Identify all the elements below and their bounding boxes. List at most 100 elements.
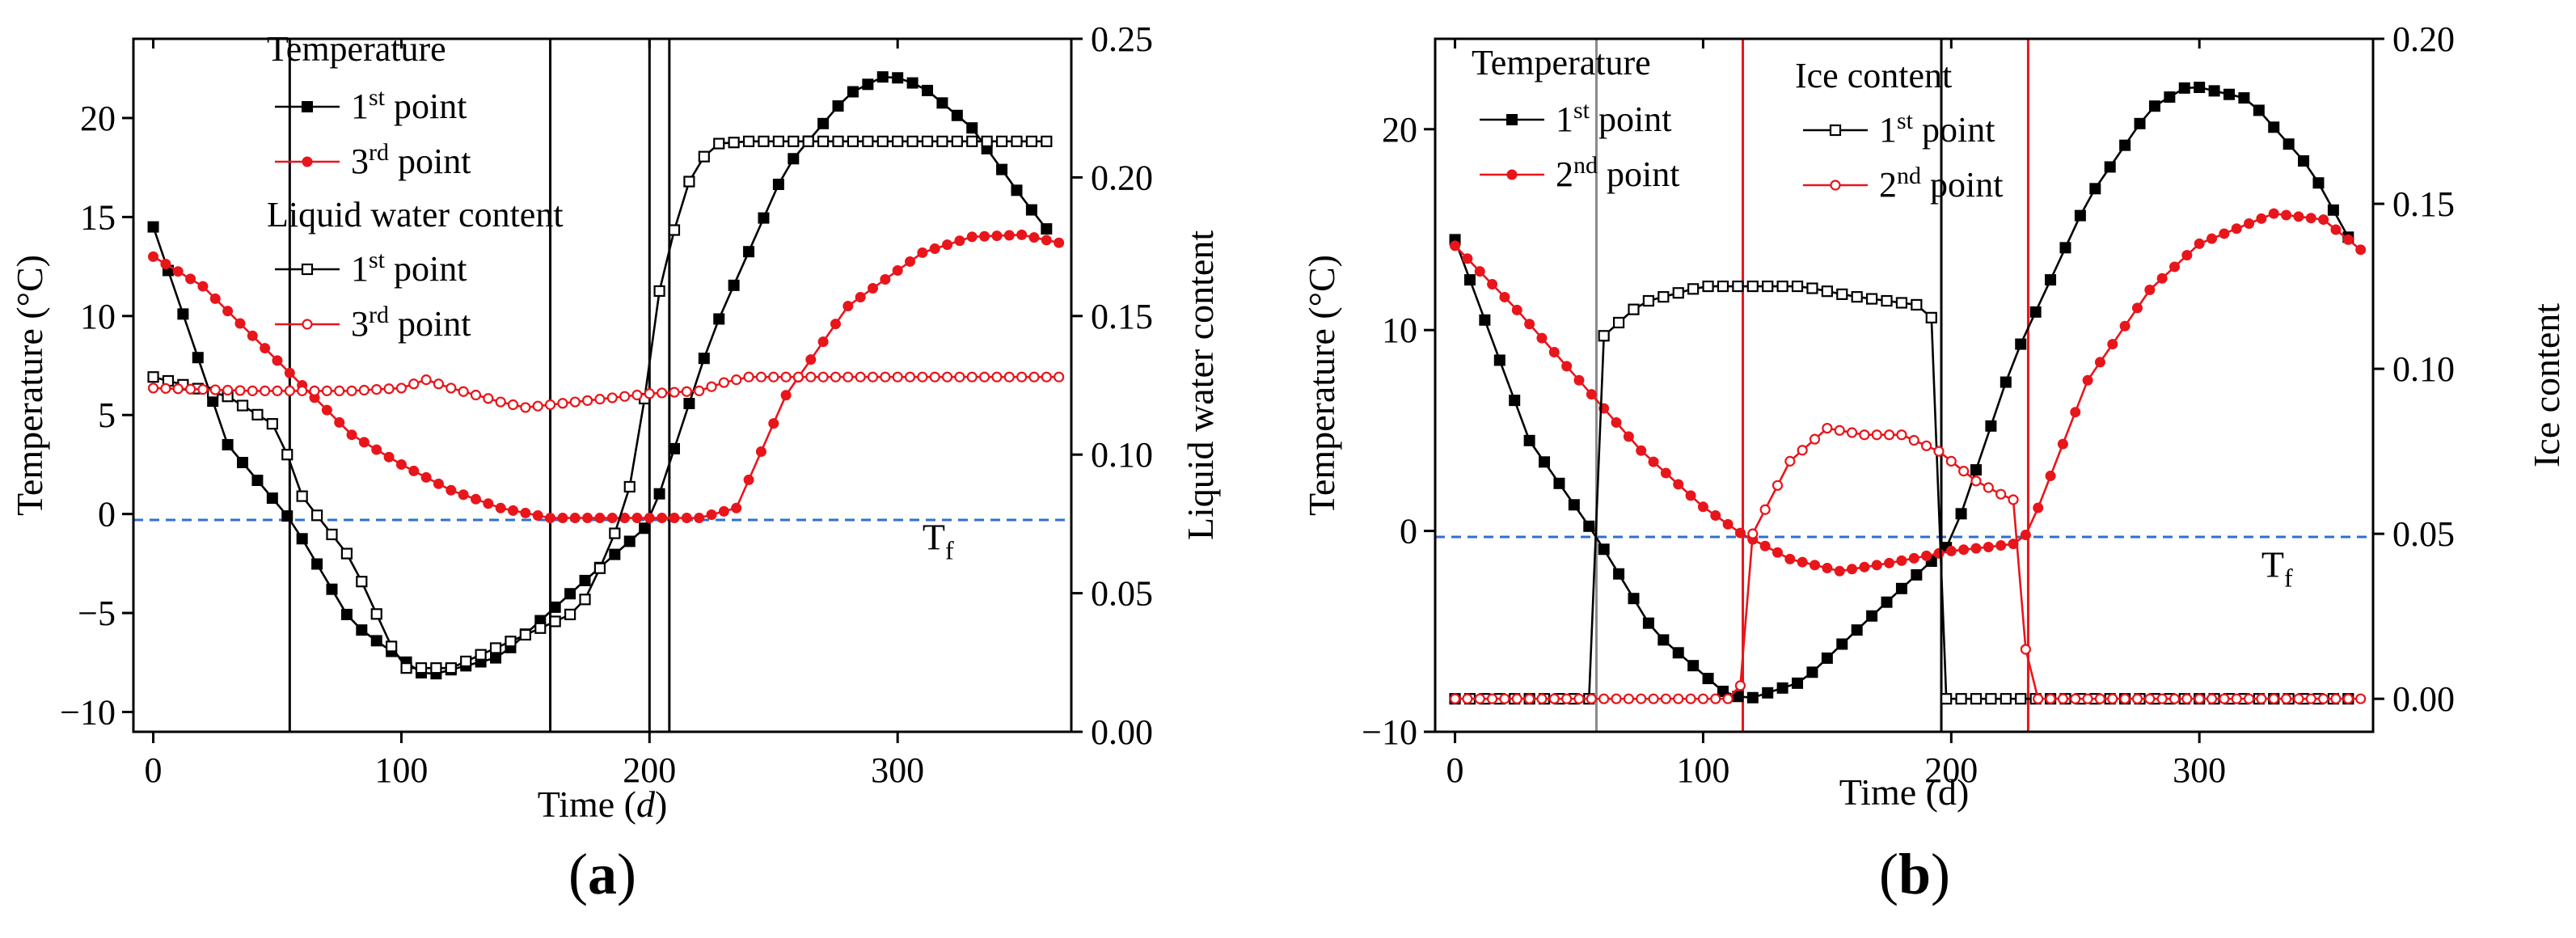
data-point [383, 451, 395, 463]
data-point [433, 378, 445, 390]
data-point [1462, 253, 1473, 264]
data-point [657, 513, 668, 524]
x-tick-label: 300 [871, 750, 924, 790]
data-point [1536, 693, 1548, 704]
y-tick-label: 10 [1382, 311, 1417, 350]
data-point [172, 383, 184, 395]
data-point [904, 371, 916, 382]
x-tick-label: 200 [623, 750, 676, 790]
data-point [905, 256, 916, 267]
data-point [1697, 501, 1708, 513]
data-point [2156, 693, 2168, 704]
data-point [2033, 693, 2044, 704]
data-point [644, 388, 655, 399]
data-point [311, 558, 323, 570]
y2-tick-label: 0.20 [1091, 158, 1153, 197]
data-point [1054, 371, 1065, 382]
data-point [460, 655, 472, 668]
data-point [683, 175, 695, 188]
data-point [1940, 693, 1953, 705]
data-point [177, 308, 189, 320]
data-point [892, 72, 904, 84]
data-point [855, 292, 866, 303]
data-point [1586, 389, 1597, 400]
data-point [1450, 240, 1461, 251]
x-axis-label-text: Time (d) [1839, 771, 1970, 813]
data-point [2094, 357, 2105, 368]
data-point [880, 371, 891, 382]
data-point [520, 507, 531, 518]
data-point [718, 377, 729, 388]
data-point [743, 474, 754, 485]
data-point [1995, 540, 2007, 551]
data-point [1583, 520, 1595, 532]
legend-marker [1830, 180, 1841, 191]
data-point [383, 383, 395, 395]
data-point [2119, 320, 2130, 332]
data-point [296, 533, 308, 545]
data-point [2045, 471, 2056, 482]
data-point [160, 382, 171, 394]
data-point [236, 399, 249, 412]
data-point [731, 374, 742, 386]
plot-frame [1434, 37, 2375, 733]
data-point [1524, 319, 1535, 330]
data-point [2194, 82, 2206, 94]
data-point [408, 378, 420, 390]
data-point [1548, 347, 1560, 358]
data-point [433, 478, 444, 489]
y-axis-label: Temperature (°C) [9, 255, 50, 516]
data-point [2020, 530, 2031, 541]
data-point [1623, 431, 1634, 442]
data-point [2059, 242, 2071, 254]
data-point [2219, 693, 2230, 704]
data-point [532, 400, 543, 412]
data-point [475, 649, 487, 661]
data-point [1524, 693, 1535, 704]
data-point [2089, 183, 2101, 195]
data-point [1536, 332, 1548, 344]
data-point [2107, 339, 2118, 350]
data-point [780, 371, 792, 382]
data-point [445, 662, 457, 674]
data-point [631, 389, 643, 401]
data-point [1463, 274, 1476, 286]
legend-entry-label: 1st point [351, 84, 467, 126]
data-point [1810, 560, 1821, 571]
data-point [207, 395, 219, 408]
data-point [1759, 504, 1771, 515]
data-point [2119, 693, 2130, 704]
data-point [2000, 693, 2012, 705]
data-point [251, 475, 264, 487]
data-point [483, 498, 494, 509]
x-axis-label: Time (d) [538, 784, 668, 825]
legend-marker [302, 101, 313, 112]
legend-entry-label: 1st point [1879, 108, 1995, 150]
data-point [395, 458, 407, 470]
panel-label-open: ( [1879, 842, 1898, 906]
data-point [1732, 691, 1744, 703]
data-point [1747, 528, 1759, 539]
data-point [1746, 691, 1759, 704]
data-point [2074, 209, 2086, 222]
data-point [1881, 596, 1893, 608]
data-point [532, 509, 543, 521]
data-point [1449, 693, 1461, 704]
data-point [2000, 376, 2012, 388]
data-point [1921, 440, 1932, 451]
legend-entry-text: point [1598, 154, 1679, 194]
data-point [2293, 693, 2304, 704]
plot-frame [132, 37, 1073, 733]
data-point [1797, 445, 1808, 456]
y2-axis-label: Ice content [2526, 303, 2567, 467]
data-point [876, 71, 889, 83]
data-point [1028, 371, 1040, 382]
data-point [728, 279, 740, 291]
data-point [623, 480, 636, 493]
data-point [508, 505, 519, 516]
data-point [832, 100, 844, 112]
data-point [260, 385, 271, 396]
legend-entry-label: 1st point [351, 247, 467, 289]
data-point [2070, 693, 2081, 704]
x-tick-label: 0 [145, 750, 163, 790]
